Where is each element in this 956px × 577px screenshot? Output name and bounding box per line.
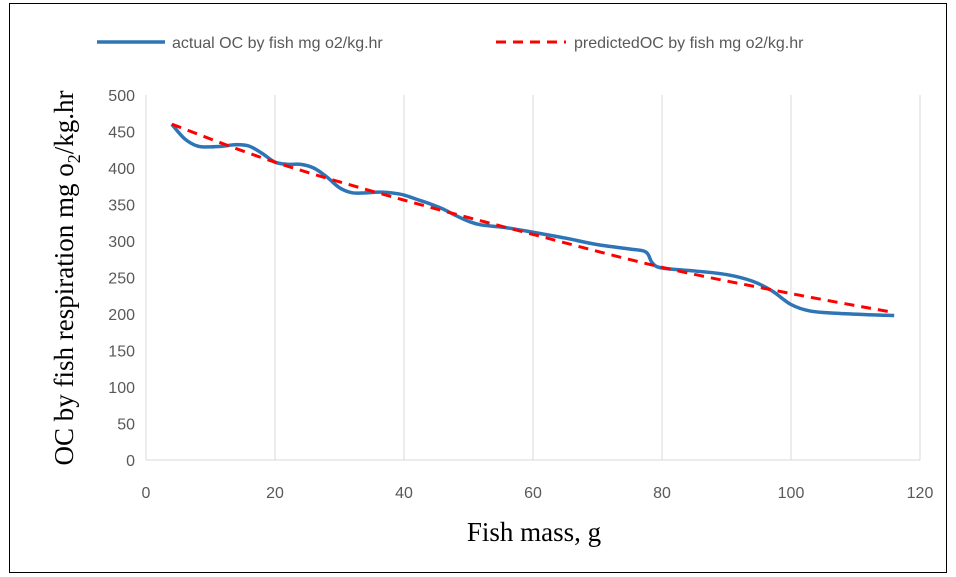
y-tick-label-400: 400 (108, 161, 135, 178)
x-tick-label-0: 0 (142, 485, 151, 502)
x-tick-label-120: 120 (907, 485, 934, 502)
y-tick-label-150: 150 (108, 344, 135, 361)
y-axis-title: OC by fish respiration mg o2/kg.hr (49, 91, 84, 466)
series-lines (170, 122, 895, 318)
series-actual-line (170, 123, 895, 318)
x-tick-label-60: 60 (524, 485, 542, 502)
legend-label-actual: actual OC by fish mg o2/kg.hr (172, 35, 383, 52)
y-tick-label-350: 350 (108, 198, 135, 215)
y-tick-labels: 0 50 100 150 200 250 300 350 400 450 500 (108, 88, 135, 470)
y-tick-label-100: 100 (108, 380, 135, 397)
legend: actual OC by fish mg o2/kg.hr predictedO… (97, 35, 804, 52)
y-axis-title-main: OC by fish respiration mg o (49, 163, 79, 465)
x-tick-labels: 0 20 40 60 80 100 120 (142, 485, 934, 502)
y-tick-label-450: 450 (108, 125, 135, 142)
y-axis-title-tail: /kg.hr (49, 91, 79, 155)
legend-label-predicted: predictedOC by fish mg o2/kg.hr (574, 35, 804, 52)
y-tick-label-250: 250 (108, 271, 135, 288)
y-tick-label-50: 50 (117, 417, 135, 434)
y-tick-label-200: 200 (108, 307, 135, 324)
series-predicted-line (171, 122, 895, 315)
axes (145, 95, 920, 461)
x-tick-label-100: 100 (778, 485, 805, 502)
y-tick-label-300: 300 (108, 234, 135, 251)
y-tick-label-500: 500 (108, 88, 135, 105)
y-axis-title-subscript: 2 (64, 154, 84, 163)
y-tick-label-0: 0 (126, 453, 135, 470)
vertical-gridlines (274, 95, 921, 460)
x-axis-title: Fish mass, g (467, 517, 601, 547)
x-tick-label-20: 20 (266, 485, 284, 502)
x-tick-label-40: 40 (395, 485, 413, 502)
x-tick-label-80: 80 (653, 485, 671, 502)
